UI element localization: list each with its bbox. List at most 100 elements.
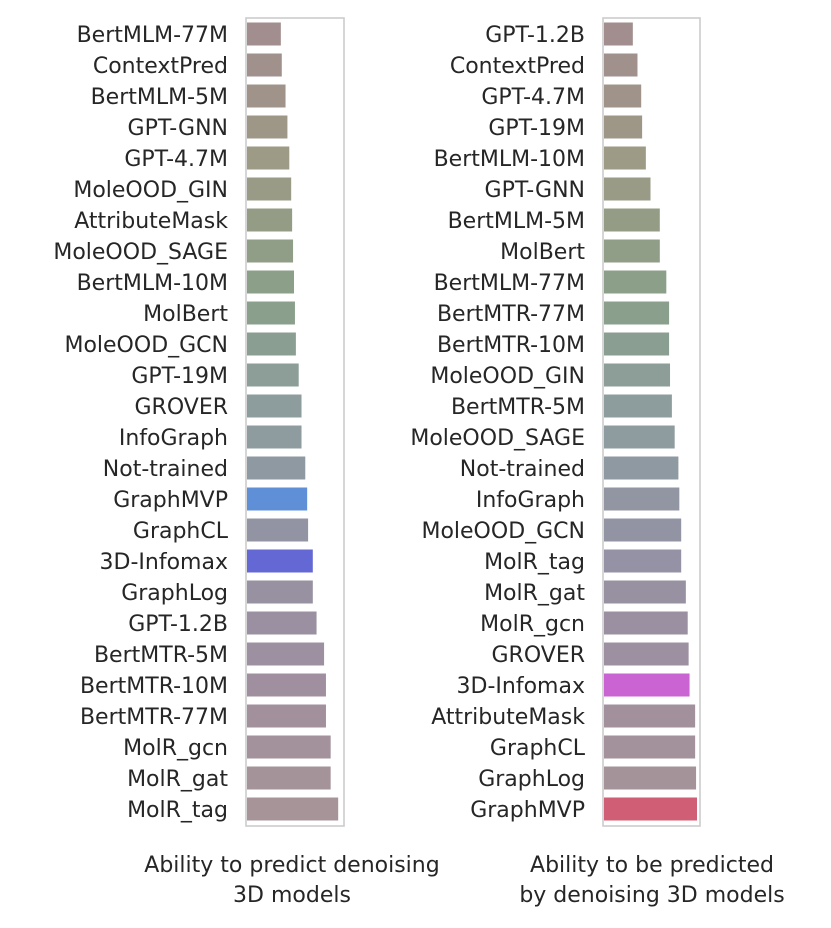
bar-right-Not-trained — [604, 456, 679, 480]
bar-left-BertMTR-5M — [247, 642, 325, 666]
tick-label-left: BertMLM-5M — [91, 85, 228, 110]
tick-label-left: GraphLog — [121, 581, 228, 606]
bar-left-MoleOOD_GIN — [247, 177, 292, 201]
tick-label-right: GPT-19M — [488, 116, 585, 141]
bar-right-AttributeMask — [604, 704, 696, 728]
tick-label-left: GPT-19M — [131, 364, 228, 389]
bar-right-GraphCL — [604, 735, 696, 759]
tick-label-left: BertMLM-77M — [77, 23, 228, 48]
bar-left-GraphMVP — [247, 487, 308, 511]
bar-right-MolR_tag — [604, 549, 682, 573]
tick-label-right: MolR_gat — [484, 581, 585, 606]
tick-label-left: GPT-GNN — [128, 116, 228, 141]
plot-frame-left — [245, 17, 345, 827]
x-axis-title-right: by denoising 3D models — [519, 883, 784, 908]
bar-left-AttributeMask — [247, 208, 293, 232]
tick-label-left: BertMLM-10M — [77, 271, 228, 296]
bar-right-GPT-4.7M — [604, 84, 642, 108]
bar-left-GPT-4.7M — [247, 146, 290, 170]
bar-left-BertMLM-5M — [247, 84, 286, 108]
bar-left-MolR_tag — [247, 797, 339, 821]
tick-label-right: BertMTR-10M — [437, 333, 585, 358]
tick-label-left: MolR_gat — [127, 767, 228, 792]
bar-left-ContextPred — [247, 53, 282, 77]
tick-label-left: GPT-1.2B — [128, 612, 228, 637]
plot-frame-right — [602, 17, 701, 827]
bar-right-MolR_gcn — [604, 611, 688, 635]
bar-left-BertMLM-10M — [247, 270, 294, 294]
chart-panel-right: GPT-1.2B ContextPred GPT-4.7M GPT-19M BertML… — [410, 17, 785, 908]
tick-label-left: MoleOOD_GCN — [64, 333, 228, 358]
tick-label-right: GROVER — [492, 643, 586, 668]
bar-right-MoleOOD_SAGE — [604, 425, 675, 449]
tick-label-left: MolR_gcn — [123, 736, 228, 761]
tick-label-right: GPT-GNN — [485, 178, 585, 203]
bar-right-GraphMVP — [604, 797, 697, 821]
tick-label-right: MolBert — [500, 240, 585, 265]
tick-label-right: MoleOOD_GIN — [430, 364, 585, 389]
bar-left-BertMTR-10M — [247, 673, 326, 697]
bar-right-GROVER — [604, 642, 689, 666]
tick-label-left: MolBert — [143, 302, 228, 327]
tick-label-left: GraphCL — [133, 519, 229, 544]
chart-panel-left: BertMLM-77M ContextPred BertMLM-5M GPT-GNN G… — [53, 17, 440, 908]
tick-label-left: GraphMVP — [113, 488, 228, 513]
bar-left-GPT-19M — [247, 363, 299, 387]
tick-label-right: GraphLog — [478, 767, 585, 792]
bar-right-InfoGraph — [604, 487, 680, 511]
bar-right-MolR_gat — [604, 580, 686, 604]
tick-label-right: BertMTR-5M — [451, 395, 585, 420]
tick-label-right: MolR_tag — [484, 550, 585, 575]
bar-right-ContextPred — [604, 53, 638, 77]
bar-right-MoleOOD_GCN — [604, 518, 682, 542]
bar-left-MolBert — [247, 301, 295, 325]
tick-label-right: BertMLM-10M — [434, 147, 585, 172]
x-axis-title-left: Ability to predict denoising — [144, 853, 439, 878]
bar-left-BertMTR-77M — [247, 704, 326, 728]
bar-left-3D-Infomax — [247, 549, 313, 573]
tick-label-right: InfoGraph — [476, 488, 585, 513]
bar-left-MolR_gat — [247, 766, 331, 790]
x-axis-title-left: 3D models — [233, 883, 351, 908]
bar-right-BertMLM-10M — [604, 146, 646, 170]
bar-left-BertMLM-77M — [247, 22, 281, 46]
bar-right-MoleOOD_GIN — [604, 363, 671, 387]
bar-right-BertMLM-5M — [604, 208, 660, 232]
bar-right-BertMLM-77M — [604, 270, 667, 294]
tick-label-right: MolR_gcn — [480, 612, 585, 637]
bar-left-MolR_gcn — [247, 735, 331, 759]
tick-label-left: MolR_tag — [127, 798, 228, 823]
tick-label-left: AttributeMask — [74, 209, 228, 234]
tick-label-left: GROVER — [135, 395, 229, 420]
tick-label-left: BertMTR-77M — [80, 705, 228, 730]
tick-label-left: ContextPred — [93, 54, 228, 79]
tick-label-left: Not-trained — [103, 457, 228, 482]
tick-label-left: 3D-Infomax — [100, 550, 228, 575]
bar-left-MoleOOD_GCN — [247, 332, 296, 356]
bar-right-3D-Infomax — [604, 673, 690, 697]
tick-label-right: BertMLM-77M — [434, 271, 585, 296]
bar-right-GPT-GNN — [604, 177, 651, 201]
tick-label-left: GPT-4.7M — [124, 147, 228, 172]
tick-label-right: ContextPred — [450, 54, 585, 79]
bar-left-GROVER — [247, 394, 302, 418]
bar-right-GPT-19M — [604, 115, 643, 139]
tick-label-right: MoleOOD_SAGE — [410, 426, 585, 451]
tick-label-right: GPT-4.7M — [481, 85, 585, 110]
tick-label-right: GraphMVP — [470, 798, 585, 823]
tick-label-right: 3D-Infomax — [457, 674, 585, 699]
bar-right-BertMTR-10M — [604, 332, 670, 356]
bar-left-GraphLog — [247, 580, 313, 604]
x-axis-title-right: Ability to be predicted — [530, 853, 774, 878]
bar-right-BertMTR-77M — [604, 301, 670, 325]
tick-label-right: Not-trained — [460, 457, 585, 482]
bar-right-GPT-1.2B — [604, 22, 633, 46]
tick-label-left: MoleOOD_SAGE — [53, 240, 228, 265]
bar-right-GraphLog — [604, 766, 697, 790]
bar-right-BertMTR-5M — [604, 394, 672, 418]
tick-label-left: BertMTR-5M — [94, 643, 228, 668]
tick-label-right: MoleOOD_GCN — [421, 519, 585, 544]
tick-label-right: BertMLM-5M — [448, 209, 585, 234]
tick-label-right: GraphCL — [490, 736, 586, 761]
